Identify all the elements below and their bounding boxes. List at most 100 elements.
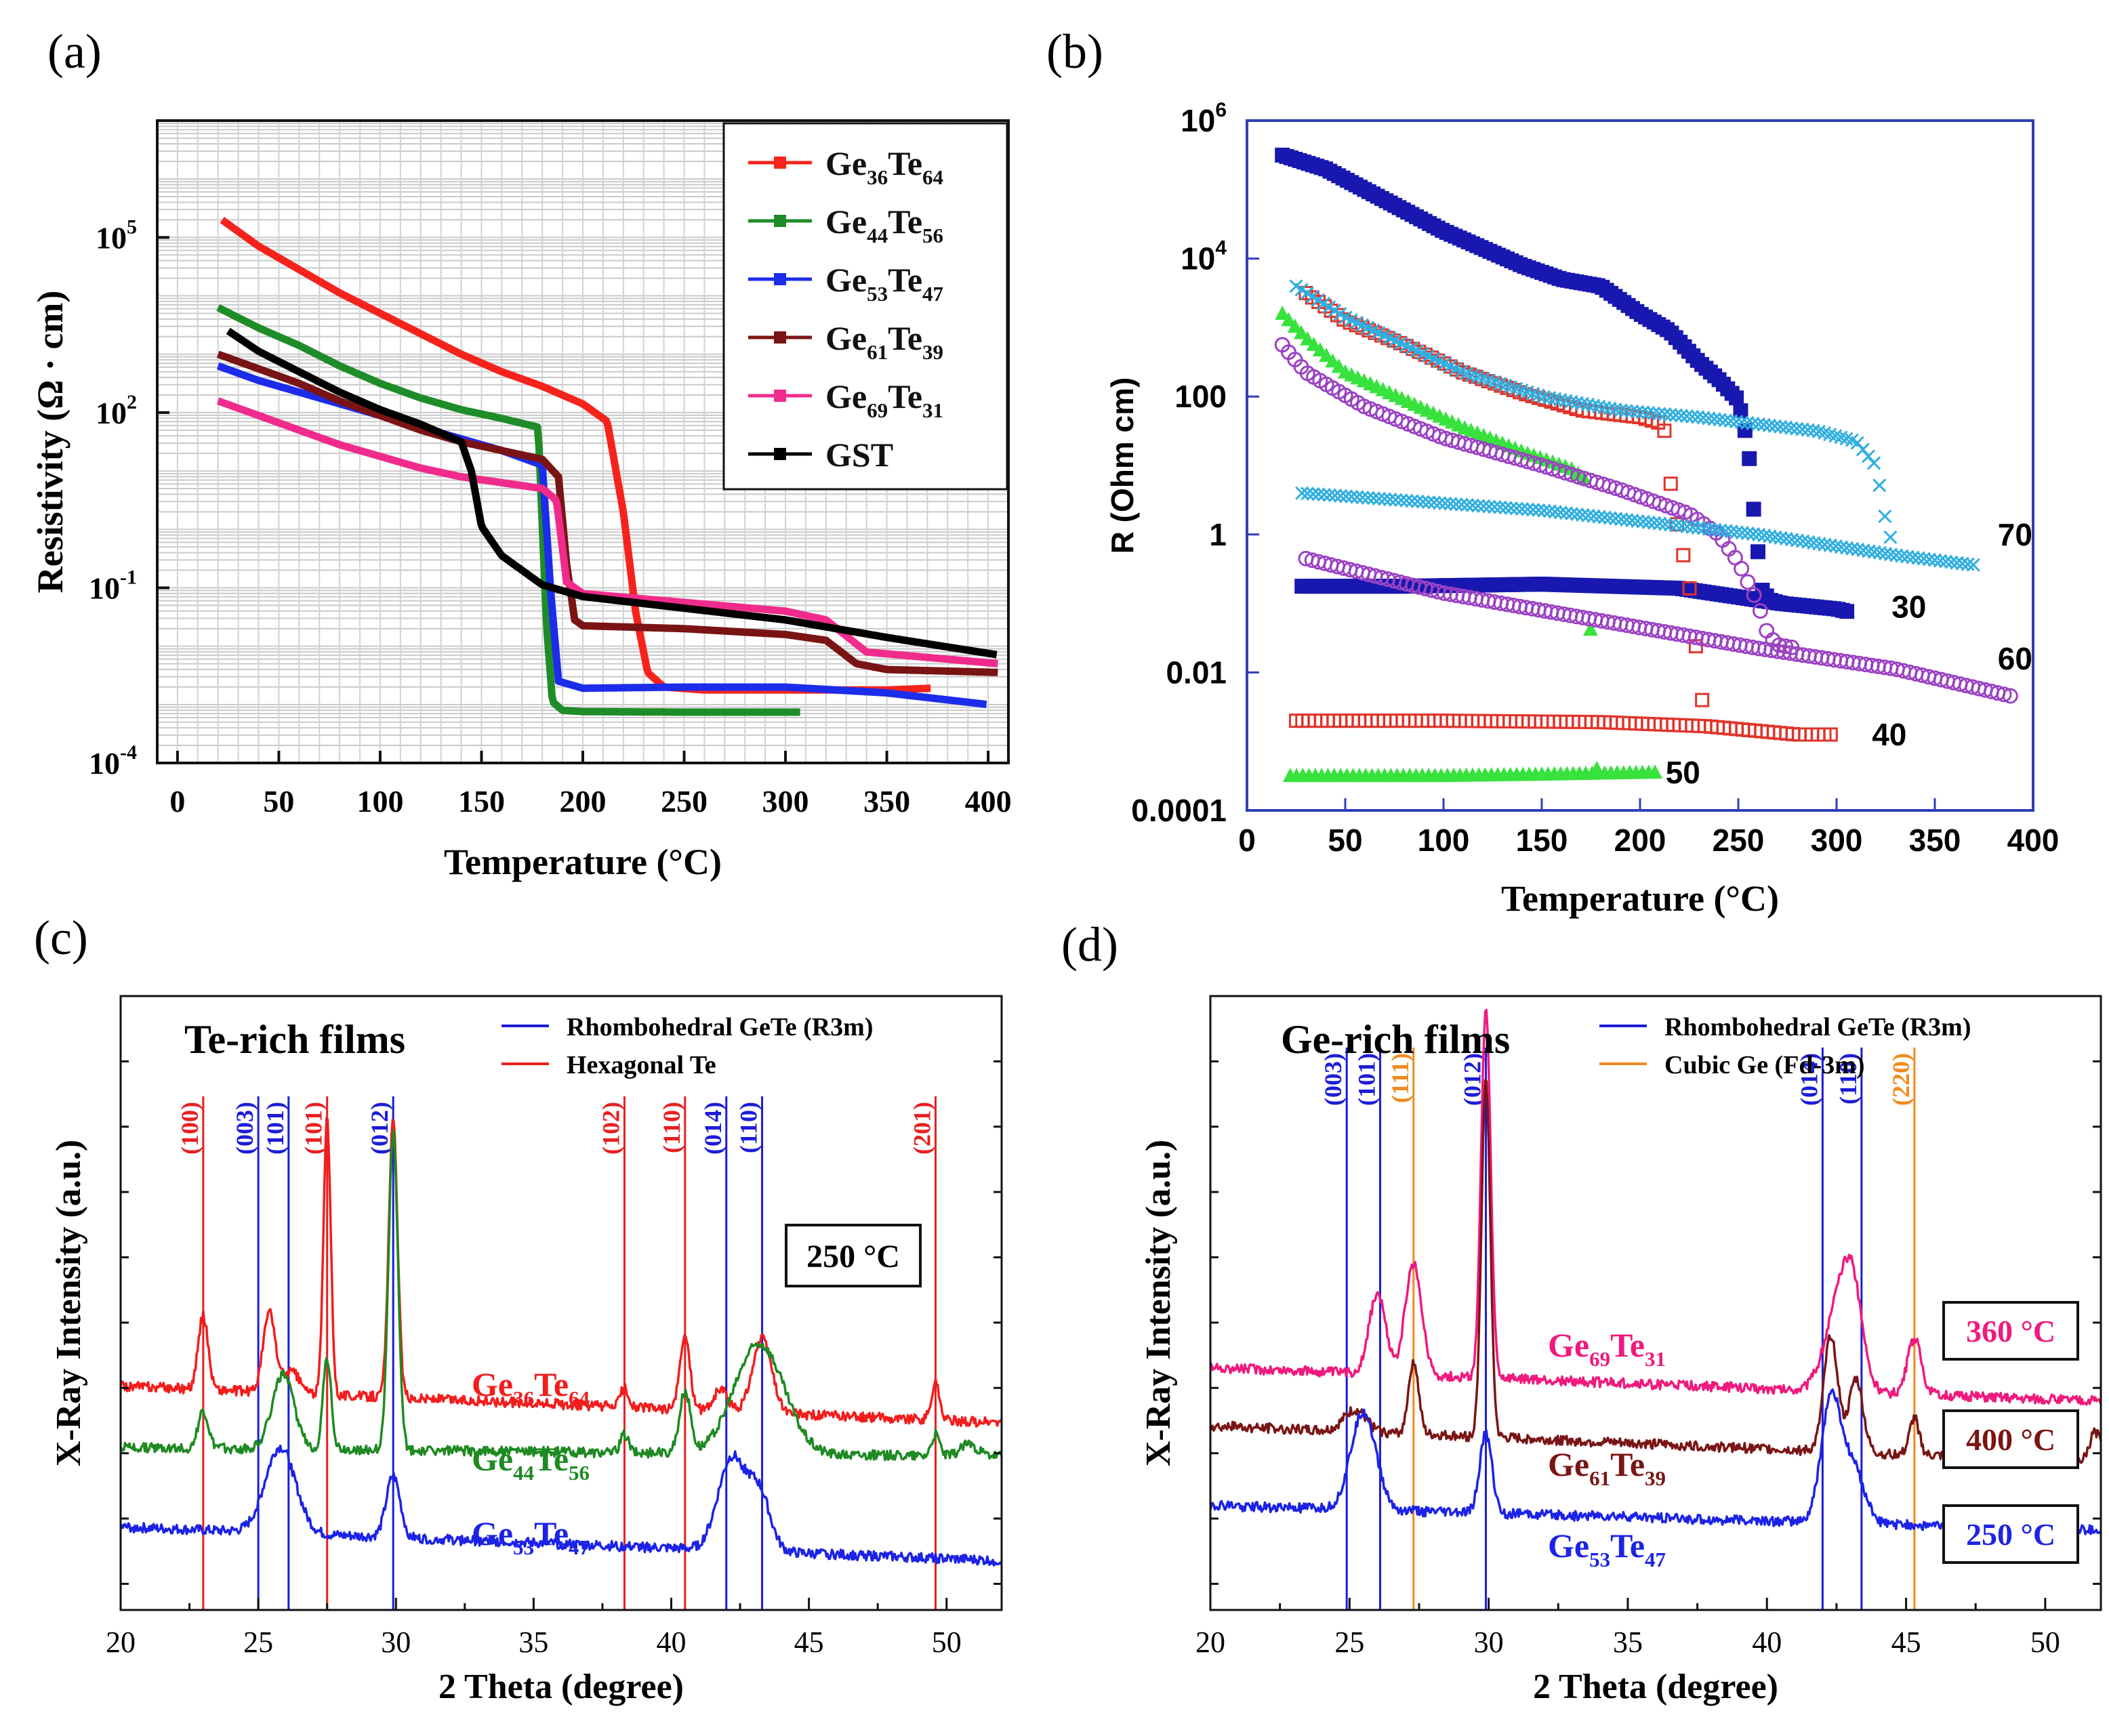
data-point <box>1614 403 1628 417</box>
legend-marker <box>774 273 786 285</box>
data-point <box>1682 581 1697 596</box>
data-point <box>1542 391 1557 405</box>
x-tick-label: 45 <box>794 1626 824 1659</box>
data-point <box>1564 394 1578 409</box>
y-tick-label: 102 <box>96 391 137 430</box>
legend-label-sub: 64 <box>922 165 943 189</box>
trace-label-part: Te <box>534 1365 569 1403</box>
data-point <box>1680 520 1694 534</box>
data-point <box>1443 497 1458 511</box>
trace-label-part: Ge <box>1548 1445 1589 1483</box>
data-point <box>1339 489 1353 503</box>
data-point <box>1740 574 1756 590</box>
data-point <box>1281 312 1296 327</box>
x-tick-label: 250 <box>1713 823 1765 858</box>
data-point <box>1652 516 1667 531</box>
data-point <box>2002 688 2018 704</box>
trace-label-part: Te <box>1610 1326 1645 1364</box>
panel-a-resistivity-chart: (a)0 50 100 150 200 250 300 350 40010-410-110210… <box>30 24 1012 882</box>
data-point <box>1355 491 1370 505</box>
data-point <box>1729 415 1744 429</box>
data-point <box>1724 524 1738 539</box>
data-point <box>1658 407 1672 421</box>
data-point <box>1762 418 1776 432</box>
trace-label-part: Ge <box>1548 1527 1589 1565</box>
data-point <box>1867 456 1881 470</box>
reference-line-label: (111) <box>1387 1053 1414 1103</box>
y-tick-base: 10 <box>89 571 120 605</box>
data-point <box>1944 555 1959 569</box>
data-point <box>1658 517 1673 531</box>
data-point <box>1509 501 1523 516</box>
temperature-label: 360 °C <box>1966 1314 2055 1348</box>
data-point <box>1734 560 1750 577</box>
legend-label: Ge61​Te39​ <box>825 319 943 364</box>
data-point <box>1784 421 1799 435</box>
data-point <box>1806 423 1820 438</box>
trace-label-sub: 53 <box>1589 1548 1610 1571</box>
data-point <box>1867 545 1881 559</box>
data-point <box>1477 499 1491 514</box>
y-tick-label: 10-1 <box>89 566 137 605</box>
data-point <box>1707 412 1721 426</box>
data-point <box>1614 512 1629 526</box>
data-point <box>1801 423 1815 437</box>
data-point <box>1708 522 1722 537</box>
x-tick-label: 100 <box>1418 823 1470 858</box>
temperature-label: 400 °C <box>1966 1422 2055 1457</box>
data-point <box>1719 524 1733 538</box>
x-tick-label: 250 <box>661 784 708 819</box>
x-tick-label: 50 <box>1328 823 1362 858</box>
reference-line-label: (012) <box>366 1102 393 1155</box>
data-point <box>1504 501 1518 515</box>
y-tick-base: 10 <box>96 396 127 430</box>
trace-label: Ge36​Te64​ <box>472 1365 590 1410</box>
y-tick-base: 100 <box>1174 379 1227 414</box>
data-point <box>1438 496 1452 510</box>
panel-label: (d) <box>1061 917 1118 972</box>
x-tick-label: 50 <box>2030 1626 2060 1659</box>
x-axis-label: Temperature (°C) <box>1501 878 1779 919</box>
trace-label: Ge69​Te31​ <box>1548 1326 1666 1371</box>
trace-label-sub: 69 <box>1589 1347 1610 1371</box>
legend-label: Ge36​Te64​ <box>825 144 943 189</box>
legend-label-sub: 69 <box>867 398 888 422</box>
data-point <box>1955 556 1969 571</box>
temperature-label: 250 °C <box>1966 1517 2055 1552</box>
legend-label-part: GST <box>825 436 893 474</box>
data-point <box>1427 495 1441 510</box>
data-point <box>1608 402 1622 417</box>
data-point <box>1295 486 1309 500</box>
data-point <box>1812 537 1826 551</box>
data-point <box>1521 502 1535 516</box>
reference-line-label: (101) <box>1353 1053 1380 1106</box>
data-point <box>1950 556 1964 570</box>
data-point <box>1526 503 1540 517</box>
legend-label-part: Ge <box>825 319 867 357</box>
trace-label-part: Ge <box>472 1440 513 1478</box>
legend-box <box>722 122 1008 491</box>
data-point <box>1586 398 1601 413</box>
legend-label-sub: 56 <box>922 224 943 247</box>
data-point <box>1647 406 1661 420</box>
data-point <box>1917 552 1931 566</box>
data-point <box>1784 533 1799 547</box>
data-point <box>1779 532 1793 546</box>
reference-line-label: (201) <box>909 1102 936 1155</box>
data-point <box>1603 511 1617 525</box>
data-point <box>1801 535 1816 550</box>
data-point <box>1895 549 1909 563</box>
data-point <box>1669 518 1683 533</box>
series-line-Ge44Te56 <box>216 304 802 716</box>
legend-label: Hexagonal Te <box>567 1051 716 1079</box>
legend-label-part: Ge <box>825 144 867 182</box>
y-tick-label: 104 <box>1181 237 1227 276</box>
data-point <box>1652 407 1666 421</box>
panel-d-xrd-ge-rich-chart: (d)(003) (101) (111) (012) (014) (110) (220)Ge… <box>1061 917 2102 1706</box>
data-point <box>1900 550 1915 564</box>
data-point <box>1449 497 1463 512</box>
data-point <box>1718 413 1732 428</box>
data-point <box>1641 515 1656 529</box>
data-point <box>1482 499 1496 514</box>
x-tick-label: 30 <box>381 1626 411 1659</box>
